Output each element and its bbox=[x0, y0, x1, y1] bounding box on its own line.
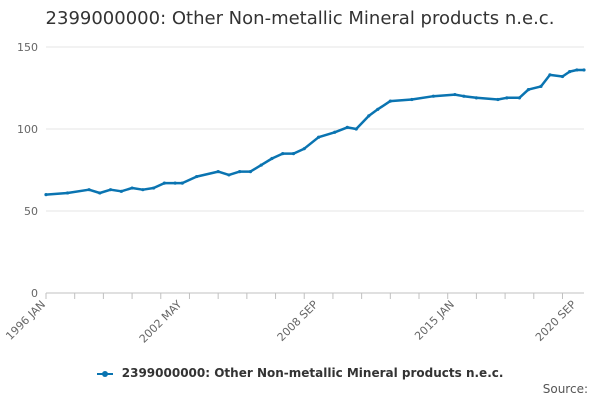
series-layer bbox=[44, 68, 586, 197]
data-point[interactable] bbox=[568, 70, 572, 74]
y-tick-label: 50 bbox=[24, 205, 38, 218]
legend[interactable]: 2399000000: Other Non-metallic Mineral p… bbox=[0, 366, 600, 380]
data-point[interactable] bbox=[162, 181, 166, 185]
data-point[interactable] bbox=[517, 96, 522, 100]
legend-label: 2399000000: Other Non-metallic Mineral p… bbox=[121, 366, 504, 380]
data-point[interactable] bbox=[548, 73, 552, 77]
data-point[interactable] bbox=[539, 84, 543, 88]
data-point[interactable] bbox=[505, 96, 509, 100]
y-axis-tick-labels: 0 50 100 150 bbox=[17, 41, 38, 300]
data-point[interactable] bbox=[259, 163, 263, 167]
data-point[interactable] bbox=[316, 135, 321, 139]
y-tick-label: 150 bbox=[17, 41, 38, 54]
data-point[interactable] bbox=[173, 181, 177, 185]
data-point[interactable] bbox=[108, 188, 113, 192]
data-point[interactable] bbox=[119, 189, 123, 193]
data-point[interactable] bbox=[65, 191, 70, 195]
data-point[interactable] bbox=[152, 186, 156, 190]
x-tick-label: 1996 JAN bbox=[3, 298, 48, 343]
data-point[interactable] bbox=[302, 147, 306, 151]
source-label: Source: bbox=[542, 382, 588, 396]
x-tick-label: 2002 MAY bbox=[137, 298, 185, 346]
x-tick-label: 2008 SEP bbox=[275, 298, 321, 344]
series-line[interactable] bbox=[44, 68, 586, 196]
data-point[interactable] bbox=[281, 152, 285, 156]
data-point[interactable] bbox=[496, 97, 500, 102]
data-point[interactable] bbox=[291, 152, 296, 156]
data-point[interactable] bbox=[195, 174, 199, 179]
x-axis bbox=[45, 292, 584, 299]
chart-title: 2399000000: Other Non-metallic Mineral p… bbox=[45, 8, 555, 29]
data-point[interactable] bbox=[270, 156, 274, 161]
data-point[interactable] bbox=[44, 193, 48, 197]
data-point[interactable] bbox=[582, 68, 586, 72]
data-point[interactable] bbox=[410, 97, 414, 102]
data-point[interactable] bbox=[474, 96, 478, 100]
y-tick-label: 0 bbox=[31, 287, 38, 300]
data-point[interactable] bbox=[141, 188, 145, 192]
x-axis-tick-labels: 1996 JAN 2002 MAY 2008 SEP 2015 JAN 2020 SEP bbox=[3, 298, 579, 346]
data-point[interactable] bbox=[238, 170, 242, 174]
data-point[interactable] bbox=[453, 92, 457, 97]
data-point[interactable] bbox=[388, 99, 392, 103]
data-point[interactable] bbox=[462, 94, 466, 98]
data-point[interactable] bbox=[216, 170, 220, 174]
data-point[interactable] bbox=[248, 170, 253, 174]
data-point[interactable] bbox=[130, 186, 134, 190]
data-point[interactable] bbox=[560, 74, 565, 79]
x-tick-label: 2020 SEP bbox=[533, 298, 579, 344]
data-point[interactable] bbox=[367, 114, 371, 118]
x-tick-label: 2015 JAN bbox=[412, 298, 457, 343]
data-point[interactable] bbox=[526, 88, 531, 92]
data-point[interactable] bbox=[98, 191, 102, 195]
data-point[interactable] bbox=[180, 181, 184, 185]
data-point[interactable] bbox=[354, 127, 358, 131]
data-point[interactable] bbox=[575, 68, 579, 72]
data-point[interactable] bbox=[227, 173, 231, 177]
data-point[interactable] bbox=[345, 125, 349, 129]
data-point[interactable] bbox=[431, 94, 435, 98]
y-tick-label: 100 bbox=[17, 123, 38, 136]
grid-lines bbox=[46, 46, 584, 212]
data-point[interactable] bbox=[333, 130, 337, 134]
data-point[interactable] bbox=[87, 188, 91, 192]
data-point[interactable] bbox=[376, 107, 380, 111]
legend-line-symbol bbox=[96, 369, 113, 379]
